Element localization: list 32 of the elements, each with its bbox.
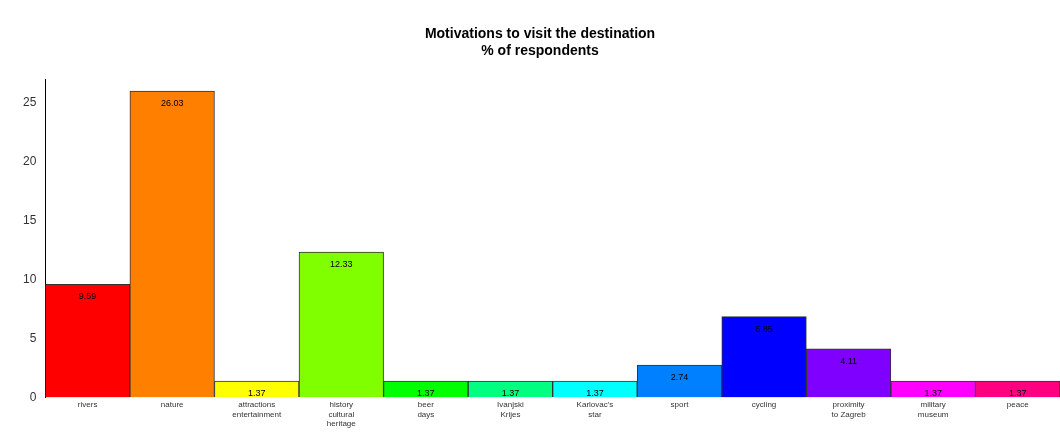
x-tick-label: Ivanjski Krijes	[497, 400, 524, 419]
x-tick-label: rivers	[77, 400, 98, 410]
data-label: 2.74	[670, 371, 689, 382]
data-label: 1.37	[1008, 388, 1027, 399]
y-tick-label: 5	[29, 330, 37, 345]
x-tick-label: cycling	[751, 400, 777, 410]
data-label: 4.11	[840, 355, 858, 366]
data-label: 1.37	[924, 388, 942, 399]
data-label: 26.03	[160, 97, 184, 108]
data-label: 1.37	[586, 388, 604, 399]
data-label: 9.59	[78, 291, 97, 302]
data-label: 1.37	[417, 388, 435, 399]
x-tick-label: peace	[1006, 400, 1030, 410]
x-tick-label: beer days	[417, 400, 435, 419]
data-label: 6.85	[755, 323, 773, 334]
x-tick-label: proximity to Zagreb	[831, 400, 867, 419]
y-tick-label: 20	[22, 154, 37, 169]
y-tick-label: 0	[29, 389, 37, 404]
x-tick-label: sport	[670, 400, 690, 410]
data-label: 1.37	[247, 388, 266, 399]
y-tick-label: 25	[22, 95, 37, 110]
y-tick-label: 10	[22, 271, 37, 286]
data-label: 1.37	[501, 388, 520, 399]
x-tick-label: military museum	[917, 400, 949, 419]
x-tick-label: Karlovac's star	[576, 400, 614, 419]
data-label: 12.33	[330, 259, 353, 270]
chart-title: Motivations to visit the destination	[424, 25, 656, 42]
x-tick-label: attractions entertainment	[232, 400, 282, 419]
x-tick-label: nature	[160, 400, 185, 410]
x-tick-label: history cultural heritage	[326, 400, 357, 429]
y-tick-label: 15	[22, 213, 37, 228]
chart-subtitle: % of respondents	[481, 42, 599, 59]
